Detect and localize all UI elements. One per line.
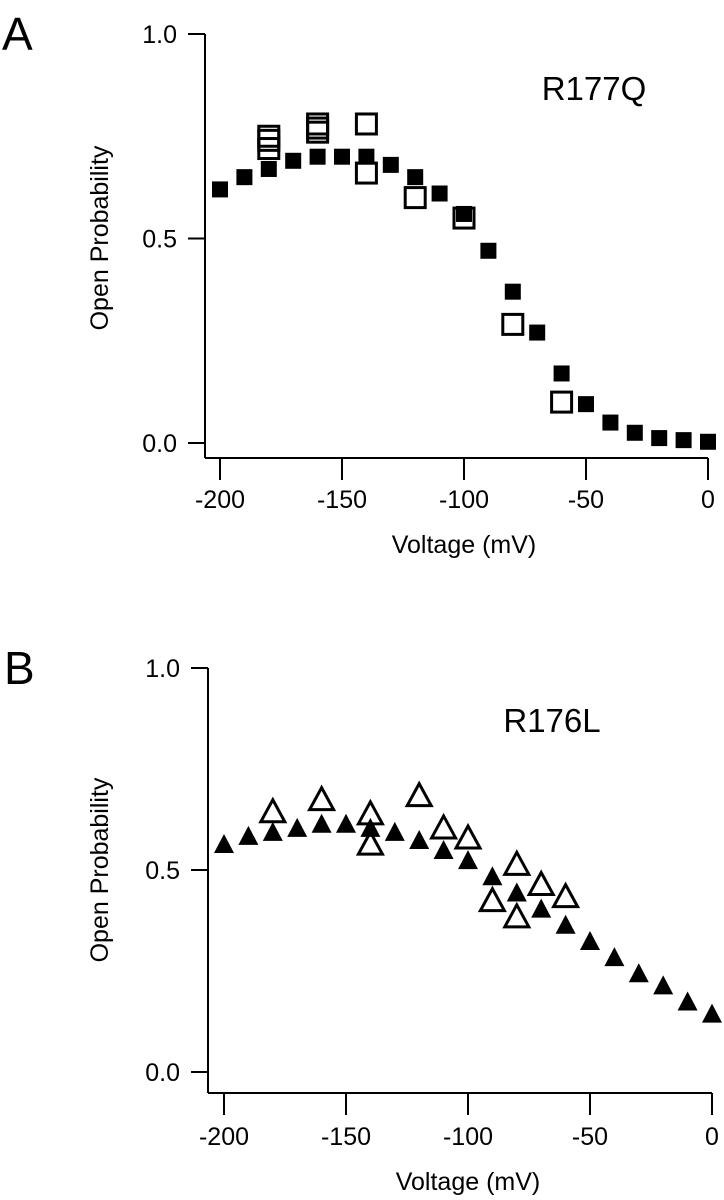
y-tick-label: 0.0 [145, 1059, 180, 1087]
y-tick-label: 1.0 [145, 655, 180, 683]
filled-square-marker [334, 148, 350, 165]
open-triangle-marker [477, 885, 507, 913]
filled-triangle-marker [311, 813, 332, 833]
open-triangle-marker [453, 822, 483, 850]
filled-triangle-marker [433, 840, 454, 860]
open-square-marker [306, 120, 330, 144]
filled-square-marker [456, 205, 472, 222]
filled-square-marker [407, 169, 424, 186]
filled-square-marker [480, 242, 497, 259]
x-tick-label: -150 [317, 486, 367, 514]
filled-triangle-marker [336, 813, 356, 833]
filled-square-marker [358, 148, 375, 165]
filled-triangle-marker [409, 829, 430, 849]
open-triangle-marker [526, 869, 556, 897]
filled-square-marker [553, 365, 570, 382]
panel-title: R177Q [542, 70, 647, 107]
filled-triangle-marker [702, 1003, 722, 1023]
open-square-marker [403, 186, 427, 210]
open-triangle-marker [429, 812, 459, 840]
open-square-marker [452, 206, 476, 230]
open-square-marker [257, 137, 281, 161]
filled-square-marker [578, 396, 594, 413]
x-tick-label: -50 [568, 486, 604, 514]
panel-title: R176L [503, 702, 600, 739]
y-tick-label: 1.0 [142, 21, 177, 49]
panel-letter: A [2, 8, 33, 60]
y-tick-label: 0.5 [142, 226, 177, 254]
filled-square-marker [529, 324, 546, 341]
filled-square-marker [212, 181, 228, 198]
filled-triangle-marker [482, 866, 503, 886]
filled-square-marker [626, 424, 643, 441]
x-tick-label: -200 [195, 486, 245, 514]
x-tick-label: -100 [439, 486, 489, 514]
filled-square-marker [504, 283, 521, 300]
filled-triangle-marker [580, 930, 600, 950]
filled-triangle-marker [653, 975, 674, 995]
y-tick-label: 0.0 [142, 430, 177, 458]
filled-triangle-marker [360, 817, 381, 837]
filled-triangle-marker [555, 914, 576, 934]
y-tick-label: 0.5 [145, 857, 180, 885]
x-tick-label: 0 [705, 1123, 719, 1151]
x-axis-title: Voltage (mV) [392, 531, 537, 559]
x-axis-title: Voltage (mV) [396, 1168, 541, 1196]
filled-square-marker [382, 156, 399, 173]
open-triangle-marker [307, 784, 337, 812]
filled-triangle-marker [262, 821, 283, 841]
filled-square-marker [431, 185, 448, 202]
filled-triangle-marker [604, 947, 625, 967]
open-triangle-marker [502, 901, 532, 929]
filled-square-marker [236, 169, 253, 186]
panel-letter: B [4, 642, 35, 694]
open-triangle-marker [355, 828, 385, 856]
x-tick-label: 0 [701, 486, 715, 514]
y-axis-title: Open Probability [86, 145, 114, 330]
filled-triangle-marker [458, 850, 478, 870]
x-tick-label: -50 [572, 1123, 608, 1151]
open-square-marker [354, 161, 378, 185]
filled-triangle-marker [531, 898, 552, 918]
open-triangle-marker [404, 780, 434, 808]
x-tick-label: -200 [199, 1123, 249, 1151]
open-triangle-marker [551, 881, 581, 909]
filled-square-marker [260, 160, 277, 177]
x-tick-label: -100 [443, 1123, 493, 1151]
filled-triangle-marker [238, 825, 259, 845]
open-triangle-marker [258, 796, 288, 824]
open-square-marker [501, 312, 525, 336]
filled-triangle-marker [677, 991, 698, 1011]
open-square-marker [550, 390, 574, 414]
filled-triangle-marker [384, 821, 405, 841]
filled-square-marker [602, 414, 619, 431]
filled-triangle-marker [506, 882, 527, 902]
filled-square-marker [675, 432, 692, 449]
filled-square-marker [651, 430, 668, 447]
filled-square-marker [309, 148, 326, 165]
filled-square-marker [700, 433, 716, 450]
filled-triangle-marker [214, 833, 234, 853]
filled-triangle-marker [628, 963, 649, 983]
filled-triangle-marker [287, 817, 308, 837]
open-square-marker [354, 112, 378, 136]
x-tick-label: -150 [321, 1123, 371, 1151]
y-axis-title: Open Probability [86, 777, 114, 962]
open-triangle-marker [355, 798, 385, 826]
open-triangle-marker [502, 849, 532, 876]
filled-square-marker [285, 152, 302, 169]
